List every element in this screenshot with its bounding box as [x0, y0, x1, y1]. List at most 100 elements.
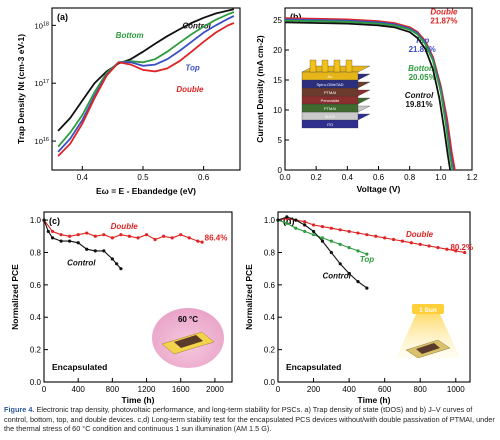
data-point-control — [356, 280, 360, 284]
x-tick-label: 0.4 — [342, 173, 354, 182]
y-tick-label: 0.4 — [30, 313, 42, 322]
data-point-double — [311, 223, 316, 227]
device-layer-label: SnO2 — [325, 114, 336, 119]
device-active-area — [174, 335, 203, 348]
caption-label: Figure 4. — [4, 405, 35, 414]
electrode-finger — [309, 59, 317, 73]
x-axis-label: Voltage (V) — [357, 184, 401, 194]
legend-label-control: Control — [322, 271, 351, 280]
x-tick-label: 0.6 — [198, 173, 210, 182]
x-tick-label: 600 — [378, 385, 392, 394]
data-point-double — [93, 234, 97, 238]
data-point-control — [119, 267, 123, 271]
data-point-double — [356, 231, 360, 235]
stress-condition-inset: 60 °C — [152, 308, 224, 368]
data-point-double — [170, 236, 174, 240]
x-tick-label: 0.8 — [404, 173, 416, 182]
data-point-control — [76, 241, 80, 245]
x-tick-label: 0.0 — [279, 173, 291, 182]
data-point-double — [303, 220, 307, 224]
device-layer-label: PTMAI — [324, 90, 336, 95]
panel-d-light-stability: 0 200 400 600 800 1000 0.0 0.2 0.4 0.6 0.8 1.0 Time … — [244, 211, 473, 405]
pce-value-top: 21.81% — [409, 45, 436, 54]
x-tick-label: 800 — [106, 385, 120, 394]
encapsulated-label: Encapsulated — [286, 362, 341, 372]
x-tick-label: 200 — [307, 385, 321, 394]
data-point-control — [102, 249, 106, 253]
x-tick-label: 1000 — [447, 385, 465, 394]
data-point-top — [320, 236, 325, 240]
plot-frame — [51, 7, 241, 171]
y-tick-label: 0.0 — [264, 378, 276, 387]
device-layer — [301, 71, 359, 81]
data-point-double — [409, 241, 413, 245]
pce-value-bottom: 20.05% — [409, 73, 436, 82]
x-tick-label: 0 — [42, 385, 47, 394]
data-point-top — [303, 229, 307, 234]
data-point-double — [102, 233, 106, 237]
y-tick-label: 25 — [273, 16, 282, 25]
inset-label: 1 Sun — [419, 307, 437, 314]
data-point-control — [329, 250, 333, 255]
y-axis-label: Trap Density Nt (cm-3 eV-1) — [16, 34, 26, 144]
data-point-control — [85, 247, 89, 251]
x-tick-label: 800 — [414, 385, 428, 394]
y-tick-label: 1.0 — [264, 216, 276, 225]
device-layer-label: PTMAI — [324, 106, 336, 111]
device-active-area — [416, 343, 440, 354]
data-point-double — [59, 233, 63, 237]
y-tick-label: 0.8 — [264, 248, 276, 257]
device-layer-label: Spiro-OMeTAD — [316, 82, 343, 87]
data-point-double — [187, 236, 191, 240]
data-point-double — [110, 236, 114, 240]
data-point-double — [144, 233, 149, 237]
x-tick-label: 0.5 — [137, 173, 149, 182]
data-point-control — [59, 239, 63, 243]
panel-label: (b) — [290, 12, 302, 22]
data-point-double — [68, 234, 72, 238]
y-axis-label: Current Density (mA cm-2) — [255, 35, 265, 143]
series-line-bottom — [284, 19, 454, 171]
data-point-double — [347, 229, 351, 234]
retention-label-double: 86.4% — [205, 233, 228, 242]
inset-label: 60 °C — [178, 315, 198, 324]
series-line-top — [57, 15, 235, 153]
data-point-control — [68, 239, 72, 243]
data-point-double — [436, 246, 440, 250]
series-line-double — [284, 17, 456, 171]
y-tick-label: 1016 — [35, 137, 49, 146]
data-point-control — [115, 262, 119, 266]
plot-frame — [43, 211, 233, 383]
panel-a-trap-density: 0.4 0.5 0.6 1016 1017 1018 Eω = E - Ebandedge … — [16, 7, 241, 196]
series-line-bottom — [57, 11, 235, 148]
legend-label-top: Top — [360, 255, 374, 264]
legend-label-double: Double — [430, 8, 458, 17]
legend-label-control: Control — [405, 91, 434, 100]
legend-label-double: Double — [176, 85, 204, 94]
legend-label-double: Double — [406, 230, 434, 239]
device-layer-label: ITO — [327, 122, 334, 127]
plot-frame — [277, 211, 471, 383]
x-tick-label: 1600 — [172, 385, 190, 394]
x-tick-label: 0.2 — [311, 173, 323, 182]
electrode-finger — [321, 59, 329, 73]
data-point-double — [400, 239, 405, 243]
y-tick-label: 0.8 — [30, 248, 42, 257]
data-point-control — [303, 223, 307, 227]
x-tick-label: 400 — [342, 385, 356, 394]
data-point-top — [338, 242, 342, 246]
data-point-double — [200, 240, 204, 244]
legend-label-bottom: Bottom — [408, 64, 436, 73]
x-tick-label: 0.6 — [373, 173, 385, 182]
y-tick-label: 1.0 — [30, 216, 42, 225]
data-point-control — [338, 262, 342, 266]
y-tick-label: 1017 — [35, 79, 49, 88]
legend-label-control: Control — [67, 258, 96, 267]
y-tick-label: 0 — [278, 166, 283, 175]
data-point-double — [320, 224, 325, 229]
y-tick-label: 20 — [273, 46, 282, 55]
data-point-double — [162, 234, 166, 238]
x-axis-label: Time (h) — [358, 395, 391, 405]
y-tick-label: 0.4 — [264, 313, 276, 322]
x-tick-label: 0.4 — [77, 173, 89, 182]
